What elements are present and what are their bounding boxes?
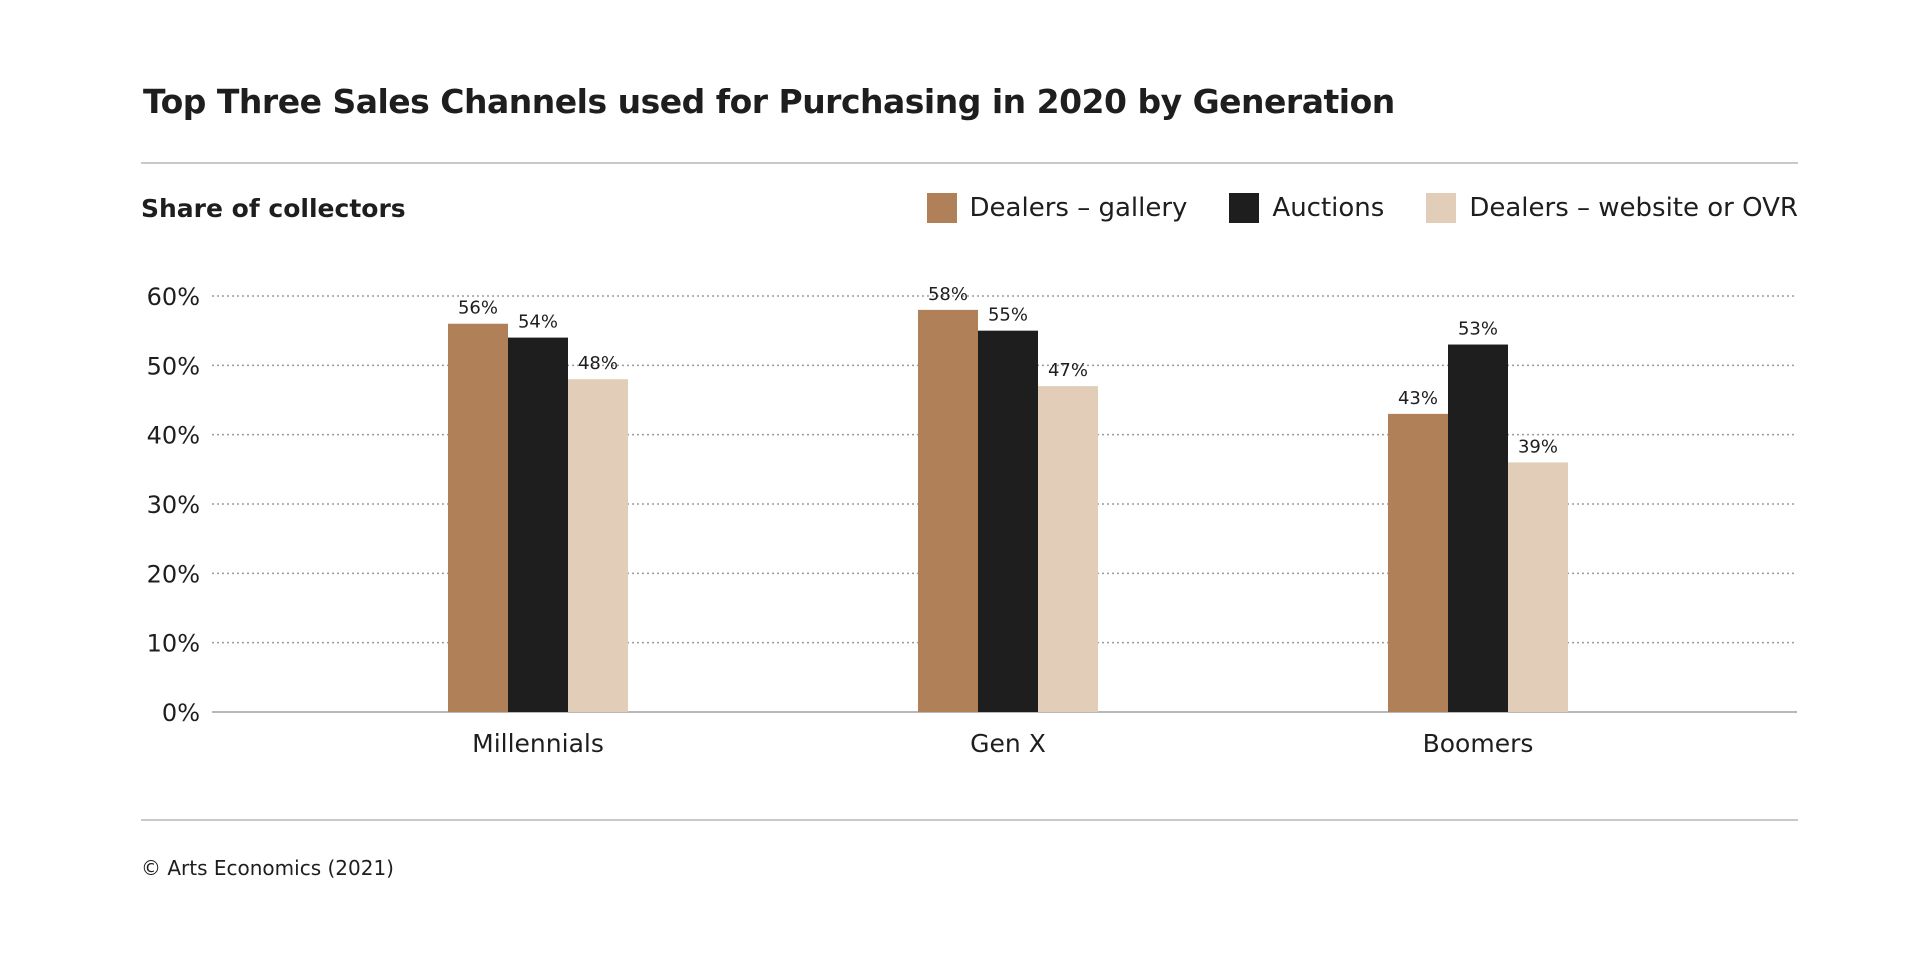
y-tick-label-60: 60%: [147, 283, 200, 311]
legend-label-dealers-website: Dealers – website or OVR: [1469, 193, 1798, 223]
bar-boomers-dealers-website-or-ovr: [1508, 462, 1568, 712]
legend-swatch-dealers-gallery: [926, 193, 957, 223]
legend-item-dealers-website: Dealers – website or OVR: [1426, 193, 1798, 223]
bar-boomers-dealers-gallery: [1388, 413, 1448, 712]
source-credit: © Arts Economics (2021): [141, 856, 394, 880]
legend: Dealers – gallery Auctions Dealers – web…: [926, 193, 1798, 223]
y-tick-label-40: 40%: [147, 422, 200, 450]
y-tick-label-10: 10%: [147, 630, 200, 658]
bar-millennials-dealers-gallery: [448, 323, 508, 712]
data-label-millennials-dealers-gallery: 56%: [458, 298, 498, 319]
data-label-boomers-dealers-website-or-ovr: 39%: [1518, 436, 1558, 457]
data-label-millennials-auctions: 54%: [518, 312, 558, 333]
legend-item-dealers-gallery: Dealers – gallery: [926, 193, 1188, 223]
top-divider: [141, 162, 1798, 164]
data-label-gen-x-dealers-gallery: 58%: [928, 284, 968, 305]
legend-label-auctions: Auctions: [1272, 193, 1385, 223]
legend-swatch-dealers-website: [1426, 193, 1457, 223]
bar-millennials-auctions: [508, 337, 568, 712]
bar-gen-x-dealers-website-or-ovr: [1038, 386, 1098, 712]
bottom-divider: [141, 819, 1798, 821]
chart-subtitle: Share of collectors: [141, 194, 406, 223]
bar-gen-x-dealers-gallery: [918, 309, 978, 712]
data-label-millennials-dealers-website-or-ovr: 48%: [578, 353, 618, 374]
data-label-gen-x-auctions: 55%: [988, 305, 1028, 326]
x-category-label-gen-x: Gen X: [970, 729, 1046, 758]
y-tick-label-20: 20%: [147, 560, 200, 588]
legend-item-auctions: Auctions: [1229, 193, 1384, 223]
y-tick-label-30: 30%: [147, 491, 200, 519]
data-label-boomers-dealers-gallery: 43%: [1398, 388, 1438, 409]
chart-title: Top Three Sales Channels used for Purcha…: [143, 82, 1395, 121]
x-category-label-boomers: Boomers: [1423, 729, 1534, 758]
bar-boomers-auctions: [1448, 344, 1508, 712]
y-tick-label-0: 0%: [162, 699, 200, 727]
legend-swatch-auctions: [1229, 193, 1260, 223]
legend-label-dealers-gallery: Dealers – gallery: [969, 193, 1188, 223]
data-label-boomers-auctions: 53%: [1458, 319, 1498, 340]
x-category-label-millennials: Millennials: [472, 729, 604, 758]
y-tick-label-50: 50%: [147, 352, 200, 380]
bar-millennials-dealers-website-or-ovr: [568, 379, 628, 712]
data-label-gen-x-dealers-website-or-ovr: 47%: [1048, 360, 1088, 381]
bar-gen-x-auctions: [978, 330, 1038, 712]
